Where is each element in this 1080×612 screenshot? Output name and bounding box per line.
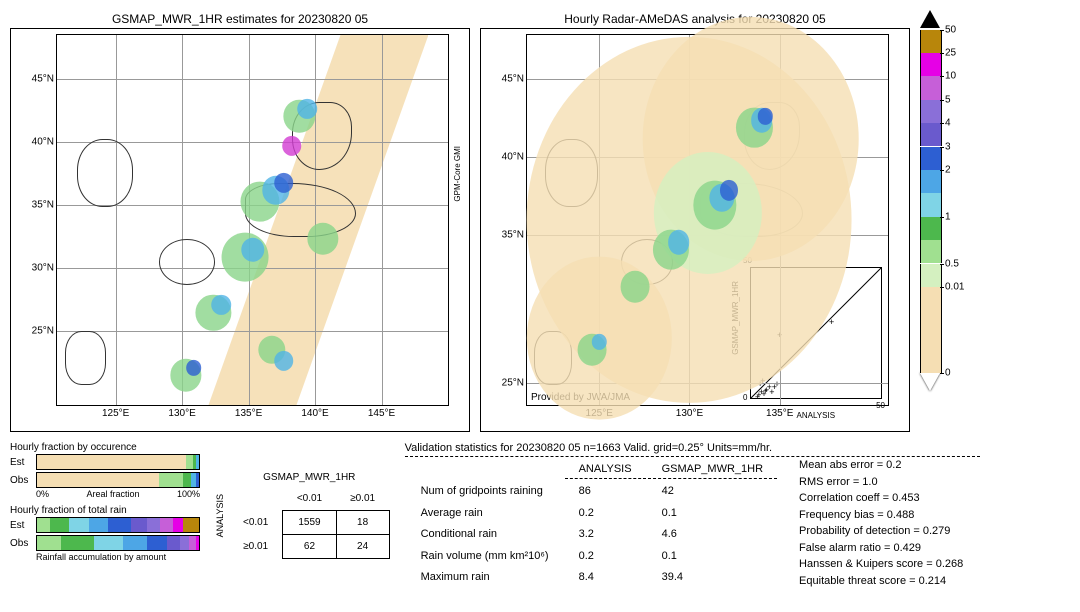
colorbar-bottom-triangle (920, 373, 940, 391)
contingency-table: ANALYSIS GSMAP_MWR_1HR <0.01 ≥0.01 <0.01… (215, 442, 390, 589)
colorbar: 502510543210.50.010 (920, 10, 970, 400)
validation-stats: Validation statistics for 20230820 05 n=… (405, 442, 980, 589)
right-map-title: Hourly Radar-AMeDAS analysis for 2023082… (480, 10, 910, 28)
colorbar-top-triangle (920, 10, 940, 28)
left-map-panel: GSMAP_MWR_1HR estimates for 20230820 05 … (10, 10, 470, 432)
fraction-bars: Hourly fraction by occurence Est Obs 0% … (10, 442, 200, 589)
sat-label: GPM-Core GMI (453, 146, 462, 202)
left-map-title: GSMAP_MWR_1HR estimates for 20230820 05 (10, 10, 470, 28)
right-map-panel: Hourly Radar-AMeDAS analysis for 2023082… (480, 10, 910, 432)
